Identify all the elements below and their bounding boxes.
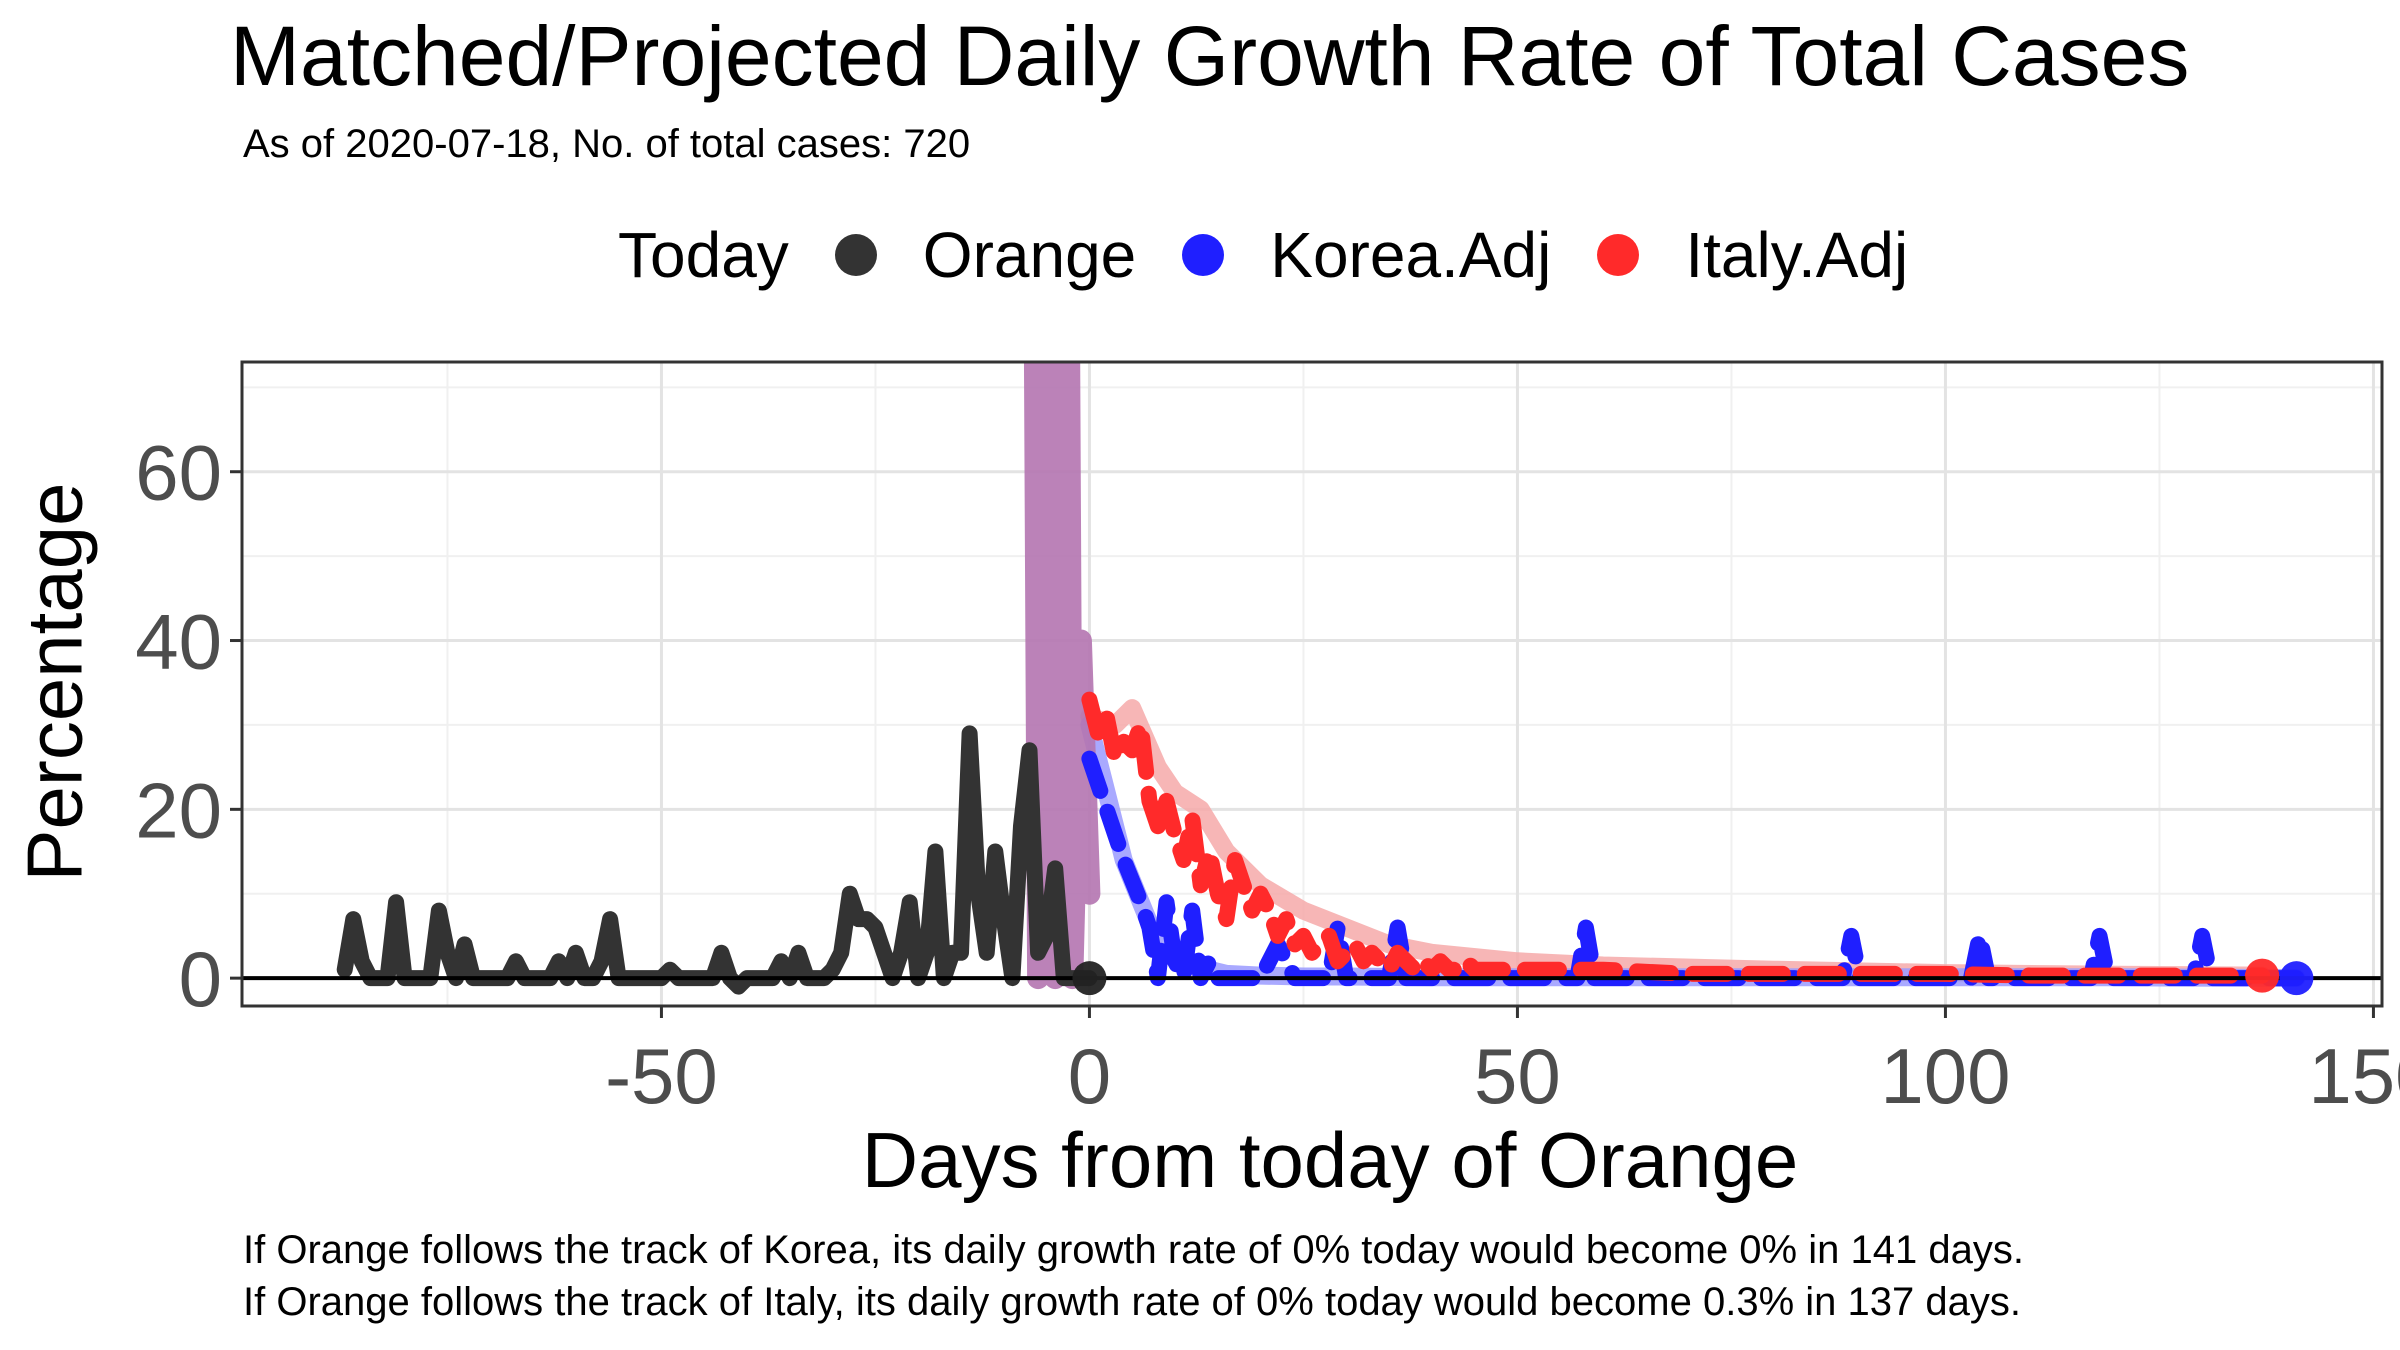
x-tick-label: 50 [1474,1032,1561,1120]
series-line-matched-segment [1023,362,1101,990]
y-tick-label: 20 [135,766,222,854]
legend-label-orange: Orange [922,219,1137,291]
legend-swatch-korea [1182,234,1225,276]
point-italy [2245,958,2280,993]
y-tick-label: 0 [179,935,222,1023]
x-tick-label: 150 [2308,1032,2400,1120]
legend-label-italy: Italy.Adj [1685,219,1909,291]
legend-item-italy: Italy.Adj [1597,218,1908,292]
series-line-italy [1081,691,2271,984]
legend-swatch-italy [1597,234,1640,276]
plot-background [242,362,2382,1006]
panel-border [240,360,2384,1008]
x-axis-label: Days from today of Orange [861,1116,1799,1204]
y-tick-label: 60 [135,429,222,517]
legend-title: Today [618,219,789,291]
series-line-orange [336,725,1098,995]
x-tick-label: 0 [1068,1032,1111,1120]
point-korea [2279,961,2314,996]
legend-item-korea: Korea.Adj [1182,218,1551,292]
legend-label-korea: Korea.Adj [1270,219,1552,291]
legend-swatch-orange [834,234,877,276]
x-tick-label: 100 [1880,1032,2010,1120]
y-tick-label: 40 [135,598,222,686]
chart-title: Matched/Projected Daily Growth Rate of T… [230,9,2190,103]
legend-item-orange: Orange [834,218,1137,292]
caption-italy: If Orange follows the track of Italy, it… [243,1280,2021,1324]
legend: Today Orange Korea.Adj Italy.Adj [618,210,1954,300]
x-tick-label: -50 [605,1032,718,1120]
chart-subtitle: As of 2020-07-18, No. of total cases: 72… [243,122,971,166]
caption-korea: If Orange follows the track of Korea, it… [243,1228,2024,1272]
point-orange [1072,961,1107,996]
